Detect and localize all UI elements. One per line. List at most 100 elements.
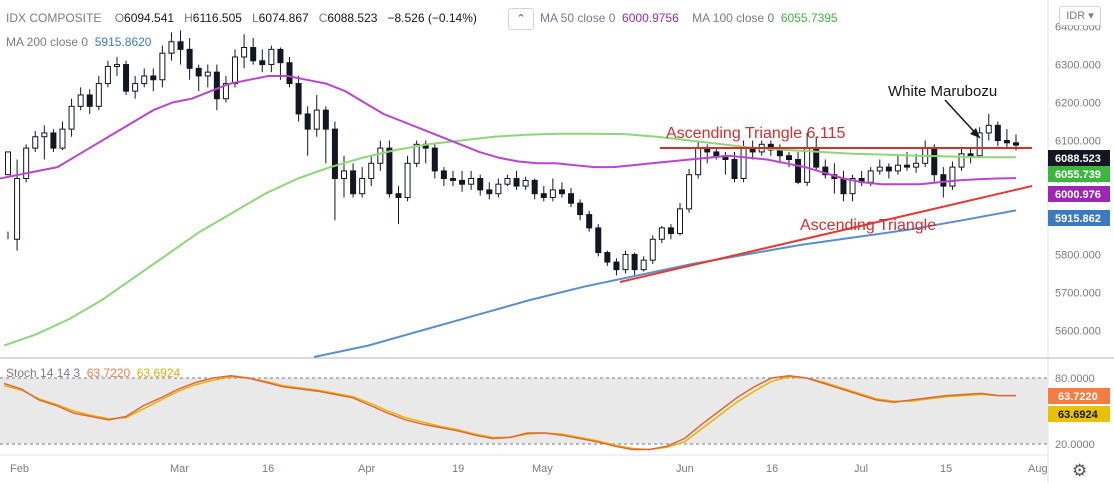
candle-body — [985, 124, 992, 134]
candle-body — [295, 83, 302, 115]
candle-body — [286, 62, 293, 85]
y-tick-label: 5700.000 — [1055, 287, 1101, 299]
candle-body — [377, 147, 384, 164]
candle-body — [468, 178, 475, 185]
stoch-tick-label: 80.0000 — [1055, 373, 1095, 385]
candle-body — [41, 132, 48, 138]
candle-body — [976, 132, 983, 157]
candle-body — [331, 128, 338, 179]
x-tick-label: Feb — [10, 463, 29, 475]
candle-body — [395, 193, 402, 198]
candle-body — [413, 143, 420, 164]
annotation-arrowhead — [970, 128, 980, 138]
candle-body — [613, 261, 620, 271]
candle-body — [449, 178, 456, 181]
candle-body — [104, 65, 111, 85]
candles-group — [5, 30, 1019, 276]
stoch-k-tag-bg — [1048, 388, 1110, 404]
candle-body — [32, 136, 39, 149]
x-tick-label: 16 — [262, 463, 274, 475]
candle-body — [713, 151, 720, 157]
x-tick-label: 15 — [940, 463, 952, 475]
stoch-d-tag: 63.6924 — [1058, 409, 1099, 421]
price-tag-label: 6000.976 — [1055, 189, 1101, 201]
candle-body — [177, 41, 184, 50]
y-tick-label: 6100.000 — [1055, 136, 1101, 148]
candle-body — [622, 253, 629, 271]
candle-body — [849, 178, 856, 195]
ma50-label: MA 50 close 0 — [540, 11, 616, 25]
candle-body — [904, 164, 911, 168]
candle-body — [795, 159, 802, 183]
chart-annotation: White Marubozu — [888, 83, 997, 100]
candle-body — [1003, 140, 1010, 144]
candle-body — [740, 147, 747, 179]
candle-body — [967, 153, 974, 157]
candle-body — [595, 227, 602, 254]
candle-body — [695, 147, 702, 176]
candle-body — [241, 46, 248, 58]
candle-body — [459, 179, 466, 185]
symbol-name: IDX COMPOSITE — [6, 11, 102, 25]
candle-body — [477, 178, 484, 191]
stoch-legend: Stoch 14 14 3 63.7220 63.6924 — [6, 366, 180, 380]
candle-body — [1013, 142, 1019, 146]
candle-body — [894, 164, 901, 172]
candle-body — [586, 214, 593, 229]
candle-body — [840, 178, 847, 195]
candle-body — [876, 166, 883, 172]
candle-body — [940, 174, 947, 187]
candle-body — [150, 75, 157, 81]
currency-selector[interactable]: IDR ▾ — [1059, 6, 1101, 26]
candle-body — [14, 178, 21, 240]
candle-body — [213, 71, 220, 100]
candle-body — [658, 227, 665, 240]
x-tick-label: Jul — [854, 463, 868, 475]
open-value: 6094.541 — [124, 11, 175, 25]
candle-body — [431, 147, 438, 172]
candle-body — [268, 48, 275, 66]
open-label: O — [114, 11, 125, 25]
candle-body — [686, 174, 693, 210]
ohlc-legend: IDX COMPOSITE O6094.541 H6116.505 L6074.… — [6, 11, 477, 25]
candle-body — [222, 83, 229, 100]
ma200-legend: MA 200 close 0 5915.8620 — [6, 35, 151, 49]
candle-body — [204, 71, 211, 77]
candle-body — [113, 64, 120, 67]
high-label: H — [184, 11, 193, 25]
candle-body — [513, 178, 520, 187]
legend-toggle-button[interactable]: ⌃ — [508, 8, 534, 30]
candle-body — [304, 113, 311, 130]
candle-body — [232, 56, 239, 85]
x-tick-label: Apr — [358, 463, 375, 475]
price-tag-label: 6088.523 — [1055, 153, 1101, 165]
settings-gear-icon[interactable]: ⚙ — [1072, 461, 1088, 480]
candle-body — [259, 60, 266, 66]
candle-body — [341, 170, 347, 179]
candle-body — [404, 162, 411, 198]
price-tag-bg — [1048, 150, 1110, 166]
candle-body — [885, 166, 892, 172]
candle-body — [785, 155, 792, 161]
ma200-value: 5915.8620 — [94, 35, 152, 49]
low-value: 6074.867 — [258, 11, 309, 25]
candle-body — [994, 124, 1001, 142]
low-label: L — [251, 11, 259, 25]
stoch-d-value: 63.6924 — [136, 366, 181, 380]
candle-body — [949, 166, 956, 187]
candle-body — [277, 48, 284, 64]
candle-body — [540, 193, 547, 198]
price-tag-bg — [1048, 210, 1110, 226]
stoch-tick-label: 20.0000 — [1055, 439, 1095, 451]
candle-body — [123, 64, 130, 92]
candle-body — [495, 183, 502, 195]
chart-annotation: Ascending Triangle 6.115 — [666, 125, 845, 142]
support-trendline — [619, 185, 1033, 283]
ma100-value: 6055.7395 — [780, 11, 838, 25]
x-tick-label: 16 — [766, 463, 778, 475]
ma100-line — [3, 132, 1016, 347]
close-label: C — [318, 11, 328, 25]
candle-body — [504, 178, 511, 185]
candle-body — [77, 94, 84, 107]
